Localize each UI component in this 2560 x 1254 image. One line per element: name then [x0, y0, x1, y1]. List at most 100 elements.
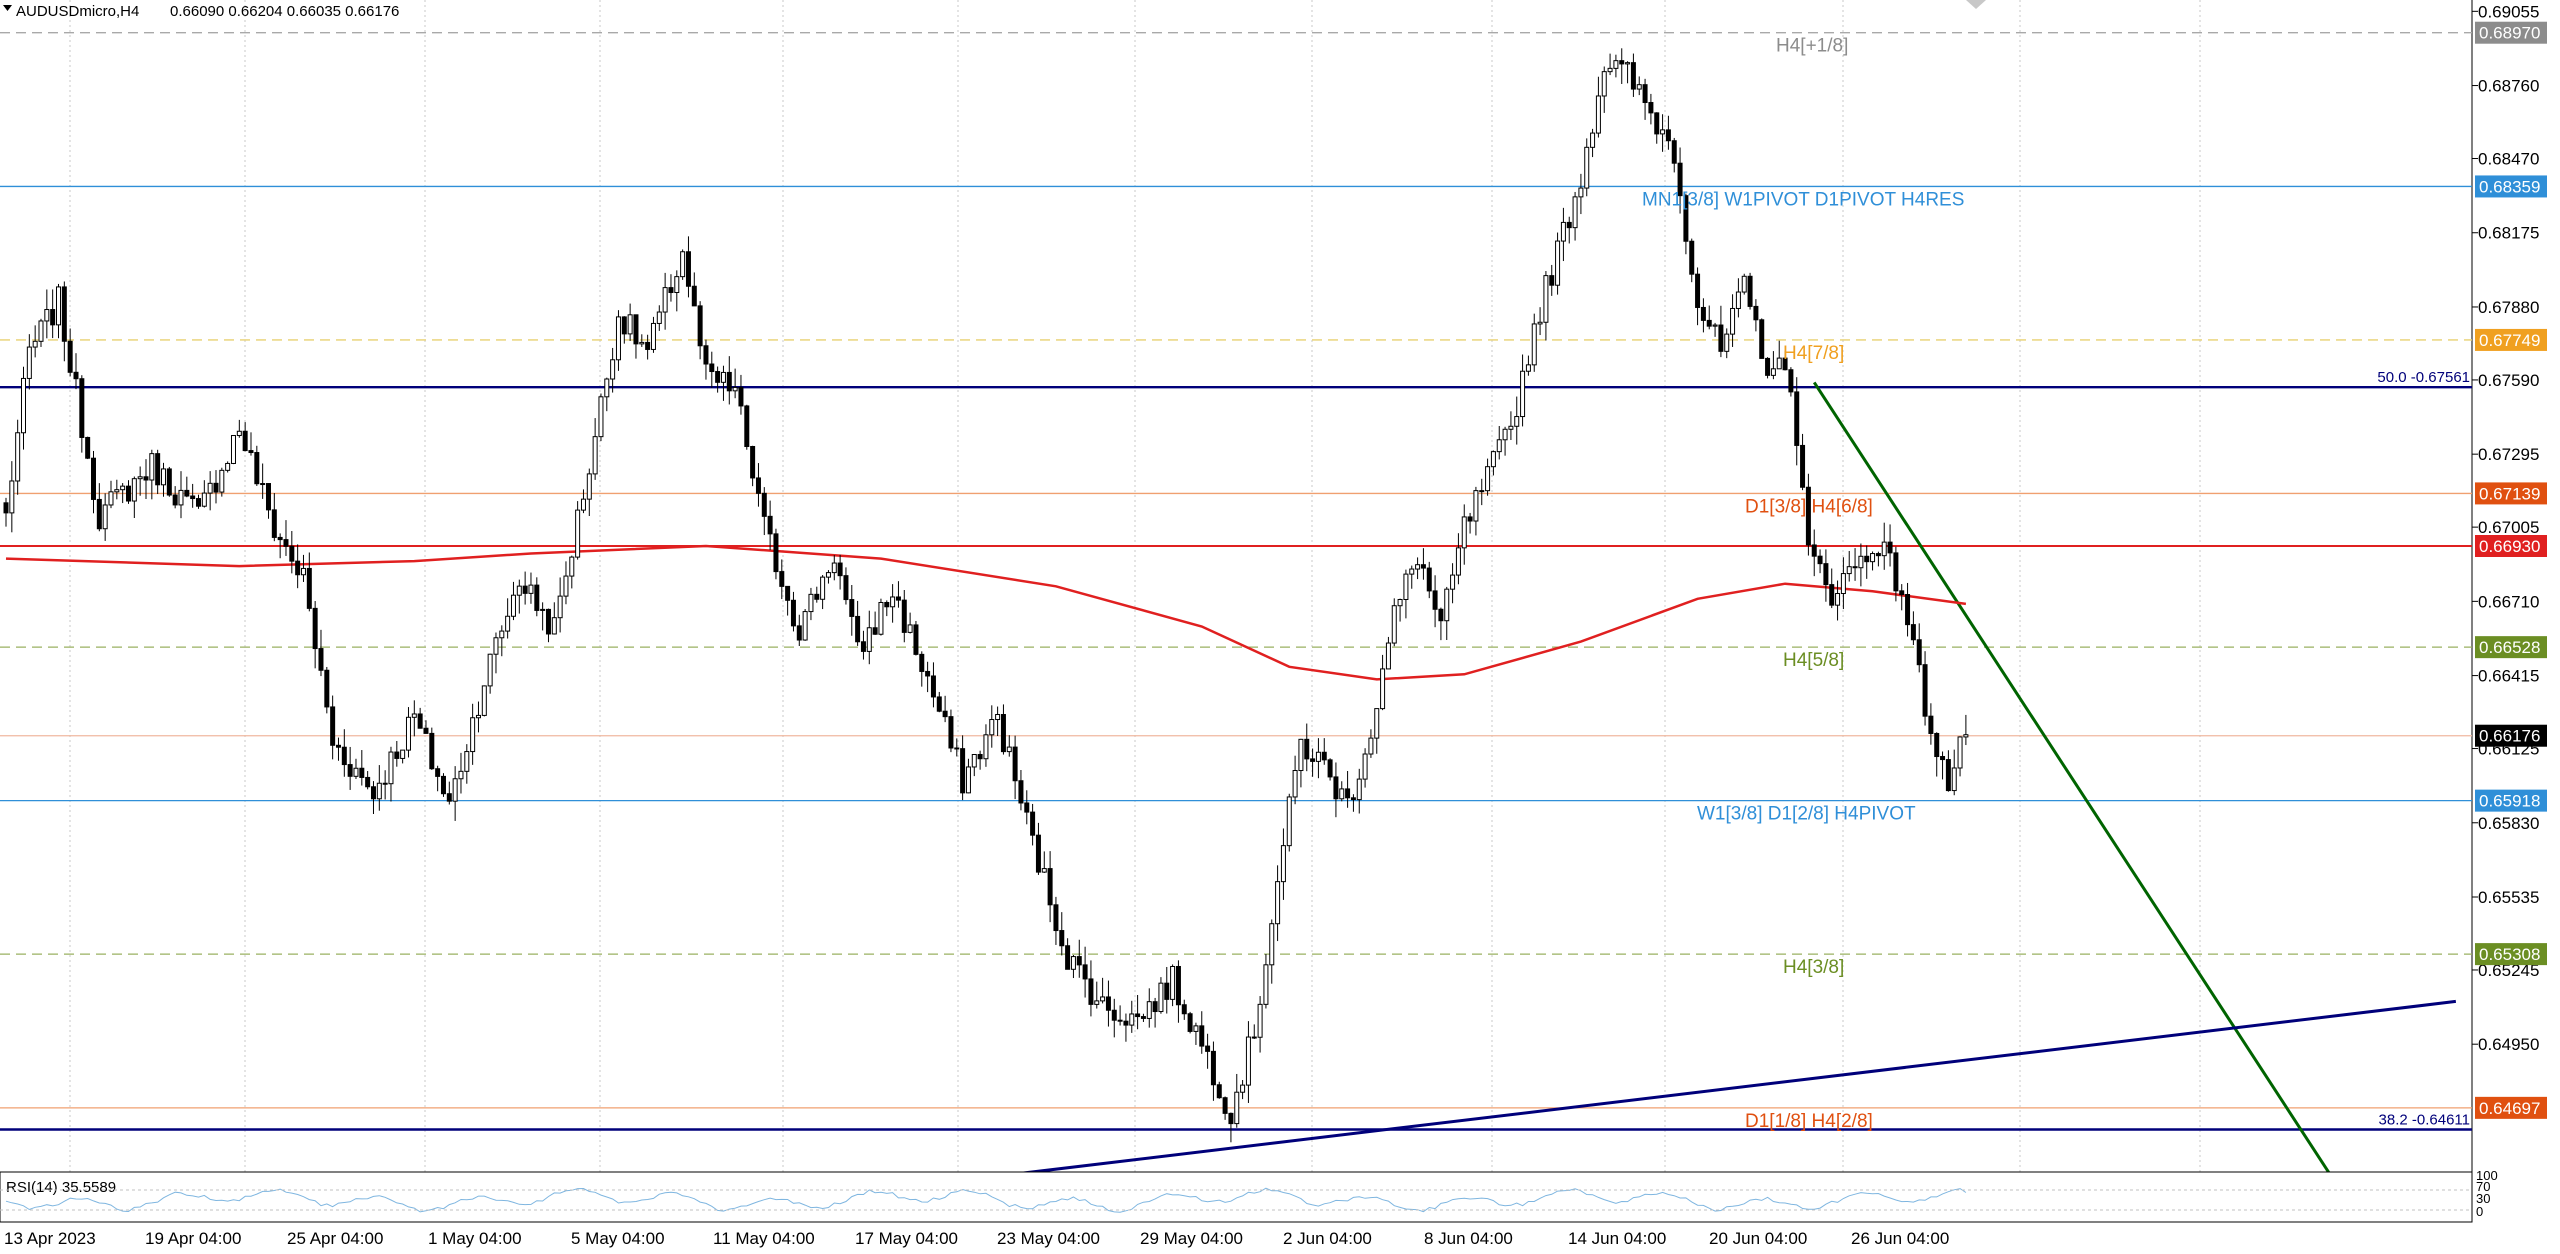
- candle: [347, 746, 353, 790]
- candle: [954, 738, 960, 757]
- candle-body: [569, 556, 575, 577]
- candle-body: [522, 585, 528, 594]
- candle-body: [1333, 776, 1339, 800]
- candle-body: [650, 322, 656, 350]
- candle-body: [172, 494, 178, 506]
- time-tick-label: 11 May 04:00: [713, 1229, 815, 1248]
- candle-body: [79, 378, 85, 438]
- candle: [306, 552, 312, 612]
- candle-body: [464, 751, 470, 772]
- candle: [178, 471, 184, 519]
- candle-body: [1951, 767, 1957, 792]
- candle: [1508, 411, 1514, 441]
- candle: [1467, 512, 1473, 534]
- candle: [814, 586, 820, 603]
- price-tick-label: 0.68175: [2478, 224, 2539, 243]
- candle-body: [388, 751, 394, 785]
- candle: [604, 377, 610, 412]
- candle-body: [195, 498, 201, 507]
- candle: [248, 432, 254, 456]
- candle-body: [1175, 965, 1181, 1006]
- candle: [790, 591, 796, 632]
- candle-body: [1916, 639, 1922, 666]
- candle-body: [1356, 778, 1362, 801]
- price-box: 0.68970: [2475, 21, 2547, 44]
- time-tick-label: 8 Jun 04:00: [1424, 1229, 1513, 1248]
- candle: [417, 707, 423, 729]
- candle: [1450, 563, 1456, 604]
- candle-body: [1374, 708, 1380, 739]
- candle: [73, 353, 79, 390]
- candle-body: [790, 599, 796, 627]
- candle-body: [1205, 1045, 1211, 1052]
- candle: [1438, 607, 1444, 641]
- candle-body: [1111, 1009, 1117, 1021]
- candle: [656, 305, 662, 331]
- candle-body: [1368, 737, 1374, 755]
- candle-body: [1811, 544, 1817, 557]
- candle-body: [306, 567, 312, 609]
- candle-body: [1467, 516, 1473, 522]
- rsi-label: RSI(14) 35.5589: [6, 1179, 116, 1196]
- candle-body: [925, 670, 931, 677]
- candle: [1222, 1096, 1228, 1120]
- candle: [1514, 396, 1520, 445]
- candle-body: [592, 436, 598, 475]
- candle: [1374, 708, 1380, 754]
- candle: [1490, 450, 1496, 476]
- candle: [878, 598, 884, 636]
- dropdown-arrow-icon[interactable]: [3, 5, 12, 11]
- candle-body: [1053, 904, 1059, 932]
- candle: [1531, 313, 1537, 372]
- price-tick-label: 0.68760: [2478, 77, 2539, 96]
- candle-body: [487, 653, 493, 687]
- candle: [1455, 533, 1461, 585]
- candle: [1356, 768, 1362, 814]
- candle: [925, 661, 931, 693]
- candle: [860, 630, 866, 660]
- price-tick-label: 0.67005: [2478, 518, 2539, 537]
- candle-body: [1730, 307, 1736, 335]
- candle: [1566, 216, 1572, 244]
- candle-body: [1566, 221, 1572, 229]
- candle: [1257, 996, 1263, 1053]
- candle: [820, 575, 826, 610]
- time-tick-label: 5 May 04:00: [571, 1229, 665, 1248]
- candle-body: [563, 575, 569, 597]
- navy-ascending-trendline[interactable]: [985, 999, 2457, 1180]
- candle: [388, 746, 394, 802]
- candle-body: [1934, 732, 1940, 758]
- candle: [1199, 1011, 1205, 1054]
- candle: [650, 316, 656, 353]
- candle: [1070, 955, 1076, 979]
- candle: [1461, 504, 1467, 565]
- candle-body: [755, 477, 761, 494]
- candle: [236, 419, 242, 438]
- trendlines[interactable]: [985, 381, 2457, 1217]
- candle: [808, 587, 814, 621]
- candle: [435, 765, 441, 792]
- candle-body: [219, 469, 225, 493]
- candle-body: [674, 276, 680, 294]
- candle: [831, 555, 837, 581]
- candle-body: [61, 286, 67, 342]
- candle: [26, 334, 32, 390]
- candle: [1788, 367, 1794, 397]
- candle-body: [540, 608, 546, 611]
- candle-body: [779, 571, 785, 587]
- candle-body: [1782, 357, 1788, 371]
- candle: [265, 483, 271, 519]
- price-box-bg: [2475, 636, 2547, 659]
- candle: [1706, 305, 1712, 330]
- candle-body: [1461, 516, 1467, 549]
- candle-body: [1963, 734, 1969, 738]
- green-descending-trendline[interactable]: [1812, 381, 2358, 1217]
- candle-body: [1420, 564, 1426, 569]
- candle: [1870, 551, 1876, 571]
- candle: [540, 602, 546, 631]
- candle-body: [913, 624, 919, 655]
- time-tick-label: 1 May 04:00: [428, 1229, 522, 1248]
